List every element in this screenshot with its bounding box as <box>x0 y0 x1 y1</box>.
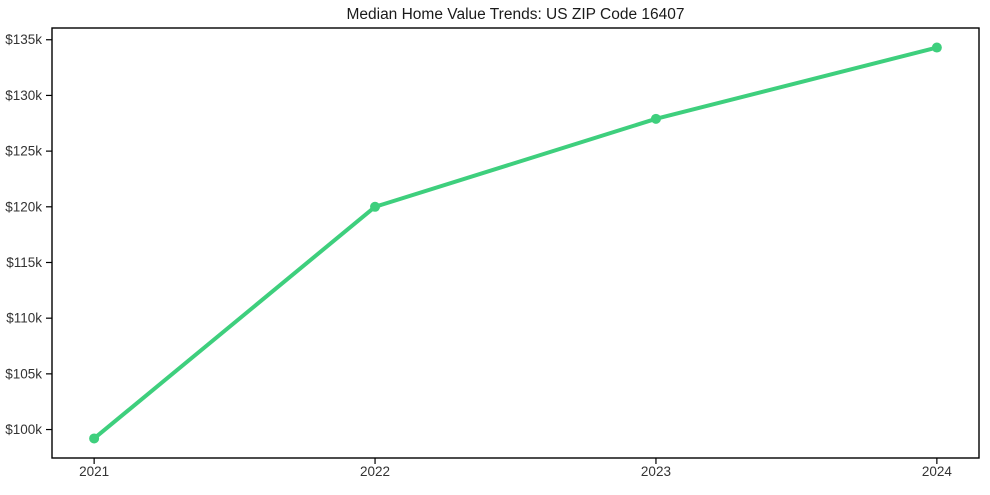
data-point <box>650 113 661 124</box>
y-tick-label: $100k <box>5 422 42 437</box>
plot-area <box>51 27 980 459</box>
data-point <box>370 201 381 212</box>
y-tick-label: $110k <box>6 311 42 326</box>
x-tick-label: 2024 <box>922 464 953 479</box>
trend-line <box>92 45 939 441</box>
y-tick-label: $115k <box>6 255 42 270</box>
y-tick-label: $120k <box>5 199 42 214</box>
x-tick-label: 2021 <box>79 464 109 479</box>
y-tick-label: $125k <box>5 144 42 159</box>
x-tick-label: 2022 <box>360 464 390 479</box>
y-tick-label: $135k <box>5 32 42 47</box>
chart-title: Median Home Value Trends: US ZIP Code 16… <box>346 6 684 23</box>
y-tick-label: $130k <box>5 88 42 103</box>
data-point <box>931 42 942 53</box>
x-tick-label: 2023 <box>641 464 671 479</box>
data-point <box>89 433 100 444</box>
y-tick-label: $105k <box>5 366 42 381</box>
